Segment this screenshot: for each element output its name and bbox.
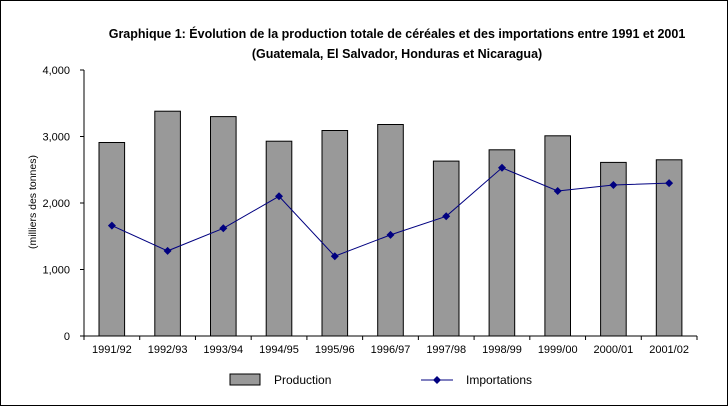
y-axis-ticks: 0 1,000 2,000 3,000 4,000: [42, 65, 84, 343]
importations-point: [665, 179, 674, 188]
importations-point: [107, 221, 116, 230]
x-tick-label: 1997/98: [426, 344, 466, 356]
chart-subtitle: (Guatemala, El Salvador, Honduras et Nic…: [252, 47, 542, 61]
importations-point: [498, 163, 506, 172]
importations-point: [163, 246, 172, 255]
importations-point: [553, 187, 562, 195]
x-tick-label: 1993/94: [203, 344, 243, 356]
importations-point: [442, 212, 451, 221]
x-tick-label: 1998/99: [482, 344, 522, 356]
legend-swatch-production: [229, 373, 261, 386]
production-bar: [432, 160, 460, 337]
y-tick-label: 1,000: [42, 265, 70, 277]
production-bar: [655, 159, 683, 337]
x-tick-label: 2000/01: [594, 344, 634, 356]
production-bar: [154, 110, 181, 337]
importations-point: [330, 252, 339, 261]
x-tick-label: 2001/02: [649, 344, 689, 356]
x-tick-label: 1992/93: [148, 344, 188, 356]
x-tick-label: 1991/92: [92, 344, 132, 356]
x-tick-label: 1995/96: [315, 344, 355, 356]
legend: Production Importations: [229, 373, 532, 387]
importations-line: [107, 163, 674, 261]
y-tick-label: 2,000: [42, 198, 70, 210]
y-tick-label: 3,000: [42, 132, 70, 144]
production-bars: [98, 110, 683, 337]
x-tick-label: 1994/95: [259, 344, 299, 356]
axes: [83, 70, 697, 337]
production-bar: [321, 130, 349, 337]
legend-label-importations: Importations: [466, 373, 532, 387]
production-bar: [544, 135, 572, 337]
y-tick-label: 4,000: [42, 65, 70, 77]
legend-marker-importations: [433, 376, 441, 384]
production-bar: [600, 161, 627, 337]
production-bar: [488, 149, 516, 337]
production-bar: [98, 142, 126, 337]
chart-title: Graphique 1: Évolution de la production …: [109, 26, 686, 41]
legend-label-production: Production: [274, 373, 331, 387]
y-axis-label: (milliers des tonnes): [27, 155, 39, 249]
x-axis-ticks: 1991/92 1992/93 1993/94 1994/95 1995/96 1996/…: [83, 336, 698, 356]
x-tick-label: 1999/00: [538, 344, 578, 356]
importations-point: [386, 230, 395, 239]
y-tick-label: 0: [64, 331, 70, 343]
production-bar: [377, 124, 404, 337]
production-bar: [265, 140, 293, 337]
x-tick-label: 1996/97: [371, 344, 411, 356]
importations-point: [219, 224, 228, 233]
importations-point: [275, 192, 283, 201]
importations-point: [609, 181, 618, 189]
